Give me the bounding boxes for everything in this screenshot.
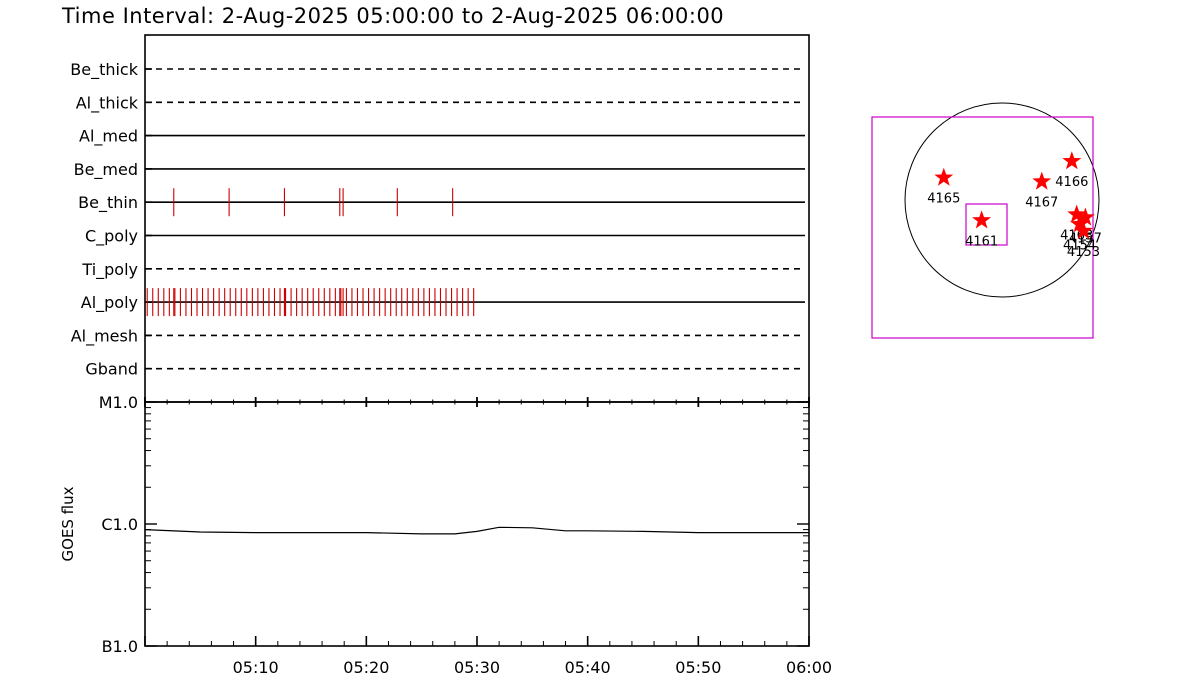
region-label: 4153 [1067,245,1100,260]
filter-label: Al_thick [76,93,139,113]
x-tick-label: 05:40 [565,658,611,677]
field-of-view-box [871,116,1094,339]
filter-label: Be_thin [78,193,138,213]
active-region-4157: 4157 [1069,207,1102,246]
filter-row-be-thin: Be_thin [78,188,805,217]
filter-row-ti-poly: Ti_poly [81,260,805,280]
x-tick-label: 05:10 [233,658,279,677]
y-tick-label: C1.0 [101,515,138,534]
region-label: 4165 [927,192,960,207]
y-tick-label: B1.0 [102,637,138,656]
region-label: 4167 [1025,196,1058,211]
filter-label: Al_mesh [71,326,138,346]
region-star-marker [934,167,954,186]
filter-row-be-thick: Be_thick [70,60,805,80]
region-star-marker [1074,221,1093,240]
goes-frame [144,401,810,647]
filter-timeline-panel: Be_thick Al_thick Al_med Be_med Be_thin C_pol… [70,34,810,403]
time-interval-title: Time Interval: 2-Aug-2025 05:00:00 to 2-… [61,4,724,28]
filter-row-al-thick: Al_thick [76,93,805,113]
filter-label: Be_thick [70,60,138,80]
y-tick-label: M1.0 [99,393,138,412]
x-tick-label: 06:00 [786,658,832,677]
region-label: 4161 [965,234,998,249]
filter-label: Be_med [74,160,138,180]
target-box [965,203,1008,246]
active-region-4161: 4161 [965,210,998,249]
filter-row-c-poly: C_poly [85,227,805,247]
region-label: 4154 [1063,238,1096,253]
goes-flux-panel: B1.0 C1.0 M1.0 GOES flux 05:10 05:20 05:30 05:4… [59,393,832,677]
region-star-marker [1075,207,1095,226]
region-label: 4166 [1055,175,1088,190]
timeline-frame [144,34,810,403]
filter-label: Al_med [79,127,138,147]
x-tick-label: 05:50 [675,658,721,677]
filter-label: Al_poly [81,293,138,313]
filter-label: Gband [85,360,138,379]
filter-row-al-poly: Al_poly [81,288,805,317]
x-tick-label: 05:30 [454,658,500,677]
region-star-marker [1032,171,1052,190]
active-region-4166: 4166 [1055,151,1088,190]
filter-label: C_poly [85,227,138,247]
y-axis-label: GOES flux [59,486,77,561]
region-star-marker [972,210,992,229]
filter-row-gband: Gband [85,360,805,379]
filter-label: Ti_poly [81,260,138,280]
active-region-4167: 4167 [1025,171,1058,211]
x-tick-label: 05:20 [343,658,389,677]
region-star-marker [1062,151,1082,170]
region-label: 4157 [1069,231,1102,246]
filter-row-al-med: Al_med [79,127,805,147]
active-region-4154: 4154 [1063,214,1096,253]
filter-row-be-med: Be_med [74,160,805,180]
active-region-4165: 4165 [927,167,960,207]
region-star-marker [1067,204,1087,223]
goes-flux-line [144,526,809,535]
filter-row-al-mesh: Al_mesh [71,326,805,346]
active-region-4153: 4153 [1067,221,1100,260]
region-star-marker [1070,214,1090,233]
solar-limb-circle [904,102,1100,298]
